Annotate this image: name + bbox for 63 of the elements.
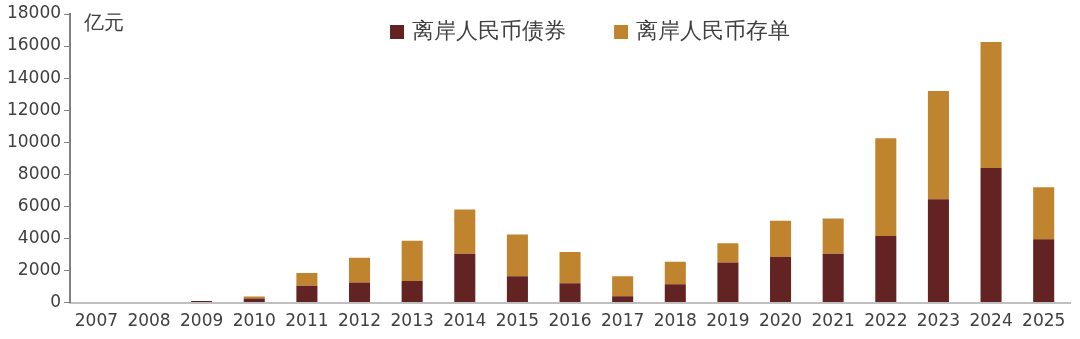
x-tick-label: 2009 — [180, 310, 224, 331]
y-tick-label: 14000 — [6, 66, 62, 87]
bar — [612, 296, 634, 303]
x-tick-label: 2017 — [601, 310, 645, 331]
x-tick-label: 2014 — [443, 310, 487, 331]
bar — [770, 256, 792, 303]
bar — [1033, 239, 1055, 303]
y-tick-label: 4000 — [17, 226, 62, 247]
x-tick-label: 2016 — [548, 310, 592, 331]
bar — [717, 243, 739, 263]
bar — [980, 42, 1002, 168]
bar — [559, 252, 581, 284]
x-tick-label: 2021 — [811, 310, 855, 331]
bar — [401, 280, 423, 303]
bar — [664, 284, 686, 303]
bar — [717, 262, 739, 303]
x-tick-label: 2018 — [653, 310, 697, 331]
bar — [454, 253, 476, 303]
y-tick-label: 18000 — [6, 2, 62, 23]
y-tick-label: 12000 — [6, 98, 62, 119]
x-tick-label: 2012 — [337, 310, 382, 331]
y-tick-label: 16000 — [6, 34, 62, 55]
bar — [612, 276, 634, 297]
x-tick-label: 2008 — [127, 310, 171, 331]
y-tick-label: 0 — [50, 291, 62, 312]
y-tick-label: 8000 — [17, 162, 62, 183]
y-tick-label: 2000 — [17, 258, 62, 279]
x-tick-label: 2023 — [916, 310, 961, 331]
y-tick-label: 6000 — [17, 194, 62, 215]
x-tick-label: 2015 — [495, 310, 540, 331]
x-tick-label: 2024 — [969, 310, 1013, 331]
bar — [927, 90, 949, 200]
bar — [296, 285, 318, 303]
x-tick-label: 2007 — [74, 310, 119, 331]
legend-label: 离岸人民币存单 — [636, 17, 791, 43]
bar — [454, 209, 476, 254]
bar — [770, 220, 792, 257]
bar — [296, 272, 318, 286]
bar — [506, 234, 528, 277]
bar — [401, 240, 423, 281]
x-tick-label: 2025 — [1022, 310, 1066, 331]
bar — [349, 282, 371, 303]
x-tick-label: 2019 — [706, 310, 750, 331]
bar — [664, 261, 686, 285]
bar — [980, 167, 1002, 303]
x-tick-label: 2010 — [232, 310, 276, 331]
bar — [875, 236, 897, 303]
bar — [822, 253, 844, 303]
y-tick-label: 10000 — [6, 130, 62, 151]
legend-label: 离岸人民币债券 — [412, 17, 567, 43]
bar — [875, 138, 897, 237]
bar — [243, 296, 265, 299]
bar — [927, 199, 949, 303]
bar — [1033, 187, 1055, 240]
bar — [506, 276, 528, 303]
bar — [822, 218, 844, 254]
bar — [559, 283, 581, 303]
x-tick-label: 2022 — [864, 310, 908, 331]
x-tick-label: 2013 — [390, 310, 434, 331]
y-axis-title: 亿元 — [83, 10, 125, 35]
x-tick-label: 2020 — [758, 310, 803, 331]
bar — [349, 257, 371, 283]
x-tick-label: 2011 — [285, 310, 329, 331]
